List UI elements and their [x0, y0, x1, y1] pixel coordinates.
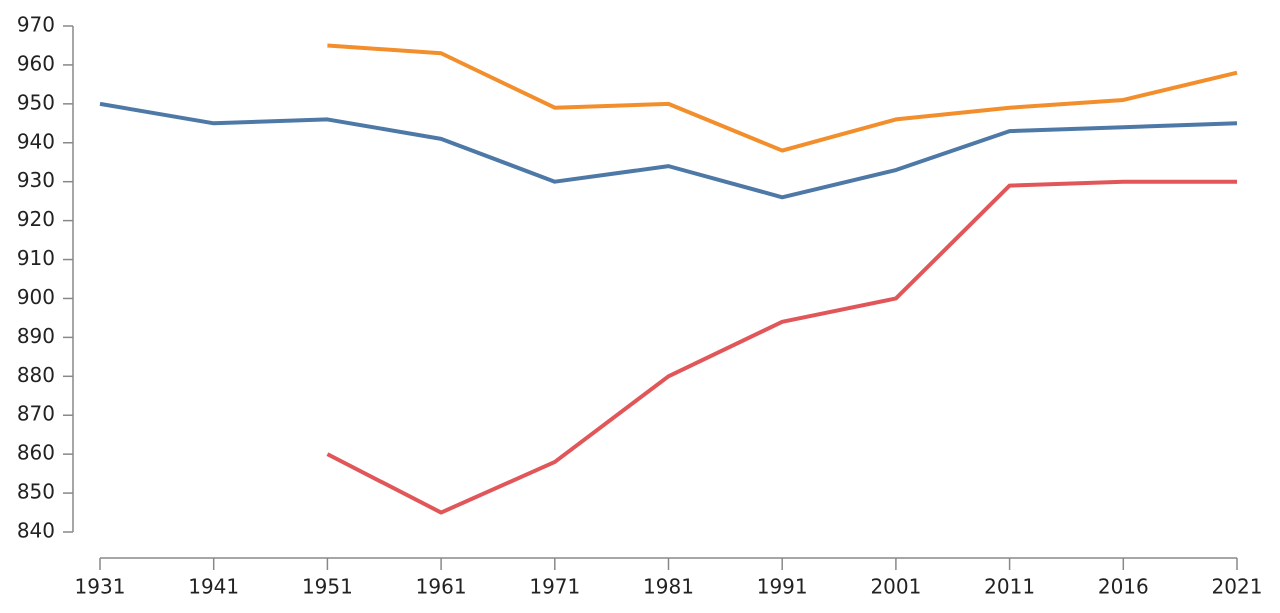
y-tick-label: 880: [17, 363, 55, 387]
x-tick-label: 1931: [75, 575, 126, 599]
y-tick-label: 940: [17, 129, 55, 153]
y-tick-label: 970: [17, 13, 55, 37]
y-tick-label: 950: [17, 90, 55, 114]
series-line: [327, 43, 1238, 153]
y-tick-label: 910: [17, 246, 55, 270]
x-tick-label: 2016: [1098, 575, 1149, 599]
y-tick-label: 860: [17, 441, 55, 465]
x-tick-label: 1991: [757, 575, 808, 599]
y-tick-label: 850: [17, 480, 55, 504]
x-tick-label: 1941: [188, 575, 239, 599]
y-tick-label: 960: [17, 51, 55, 75]
series-line: [99, 101, 1238, 200]
x-tick-label: 1951: [302, 575, 353, 599]
x-tick-label: 1981: [643, 575, 694, 599]
x-tick-label: 2001: [870, 575, 921, 599]
y-tick-label: 870: [17, 402, 55, 426]
x-tick-label: 1961: [416, 575, 467, 599]
y-tick-label: 840: [17, 519, 55, 543]
x-tick-label: 2021: [1212, 575, 1263, 599]
y-tick-label: 930: [17, 168, 55, 192]
y-tick-label: 920: [17, 207, 55, 231]
series-line: [326, 179, 1237, 515]
x-tick-label: 2011: [984, 575, 1035, 599]
x-tick-label: 1971: [529, 575, 580, 599]
y-tick-label: 900: [17, 285, 55, 309]
y-tick-label: 890: [17, 324, 55, 348]
